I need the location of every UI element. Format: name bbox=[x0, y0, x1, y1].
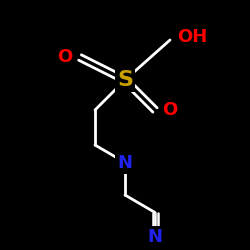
Text: S: S bbox=[117, 70, 133, 90]
Text: O: O bbox=[162, 101, 178, 119]
Text: OH: OH bbox=[178, 28, 208, 46]
Text: N: N bbox=[148, 228, 162, 246]
Text: O: O bbox=[57, 48, 72, 66]
Text: N: N bbox=[118, 154, 132, 172]
